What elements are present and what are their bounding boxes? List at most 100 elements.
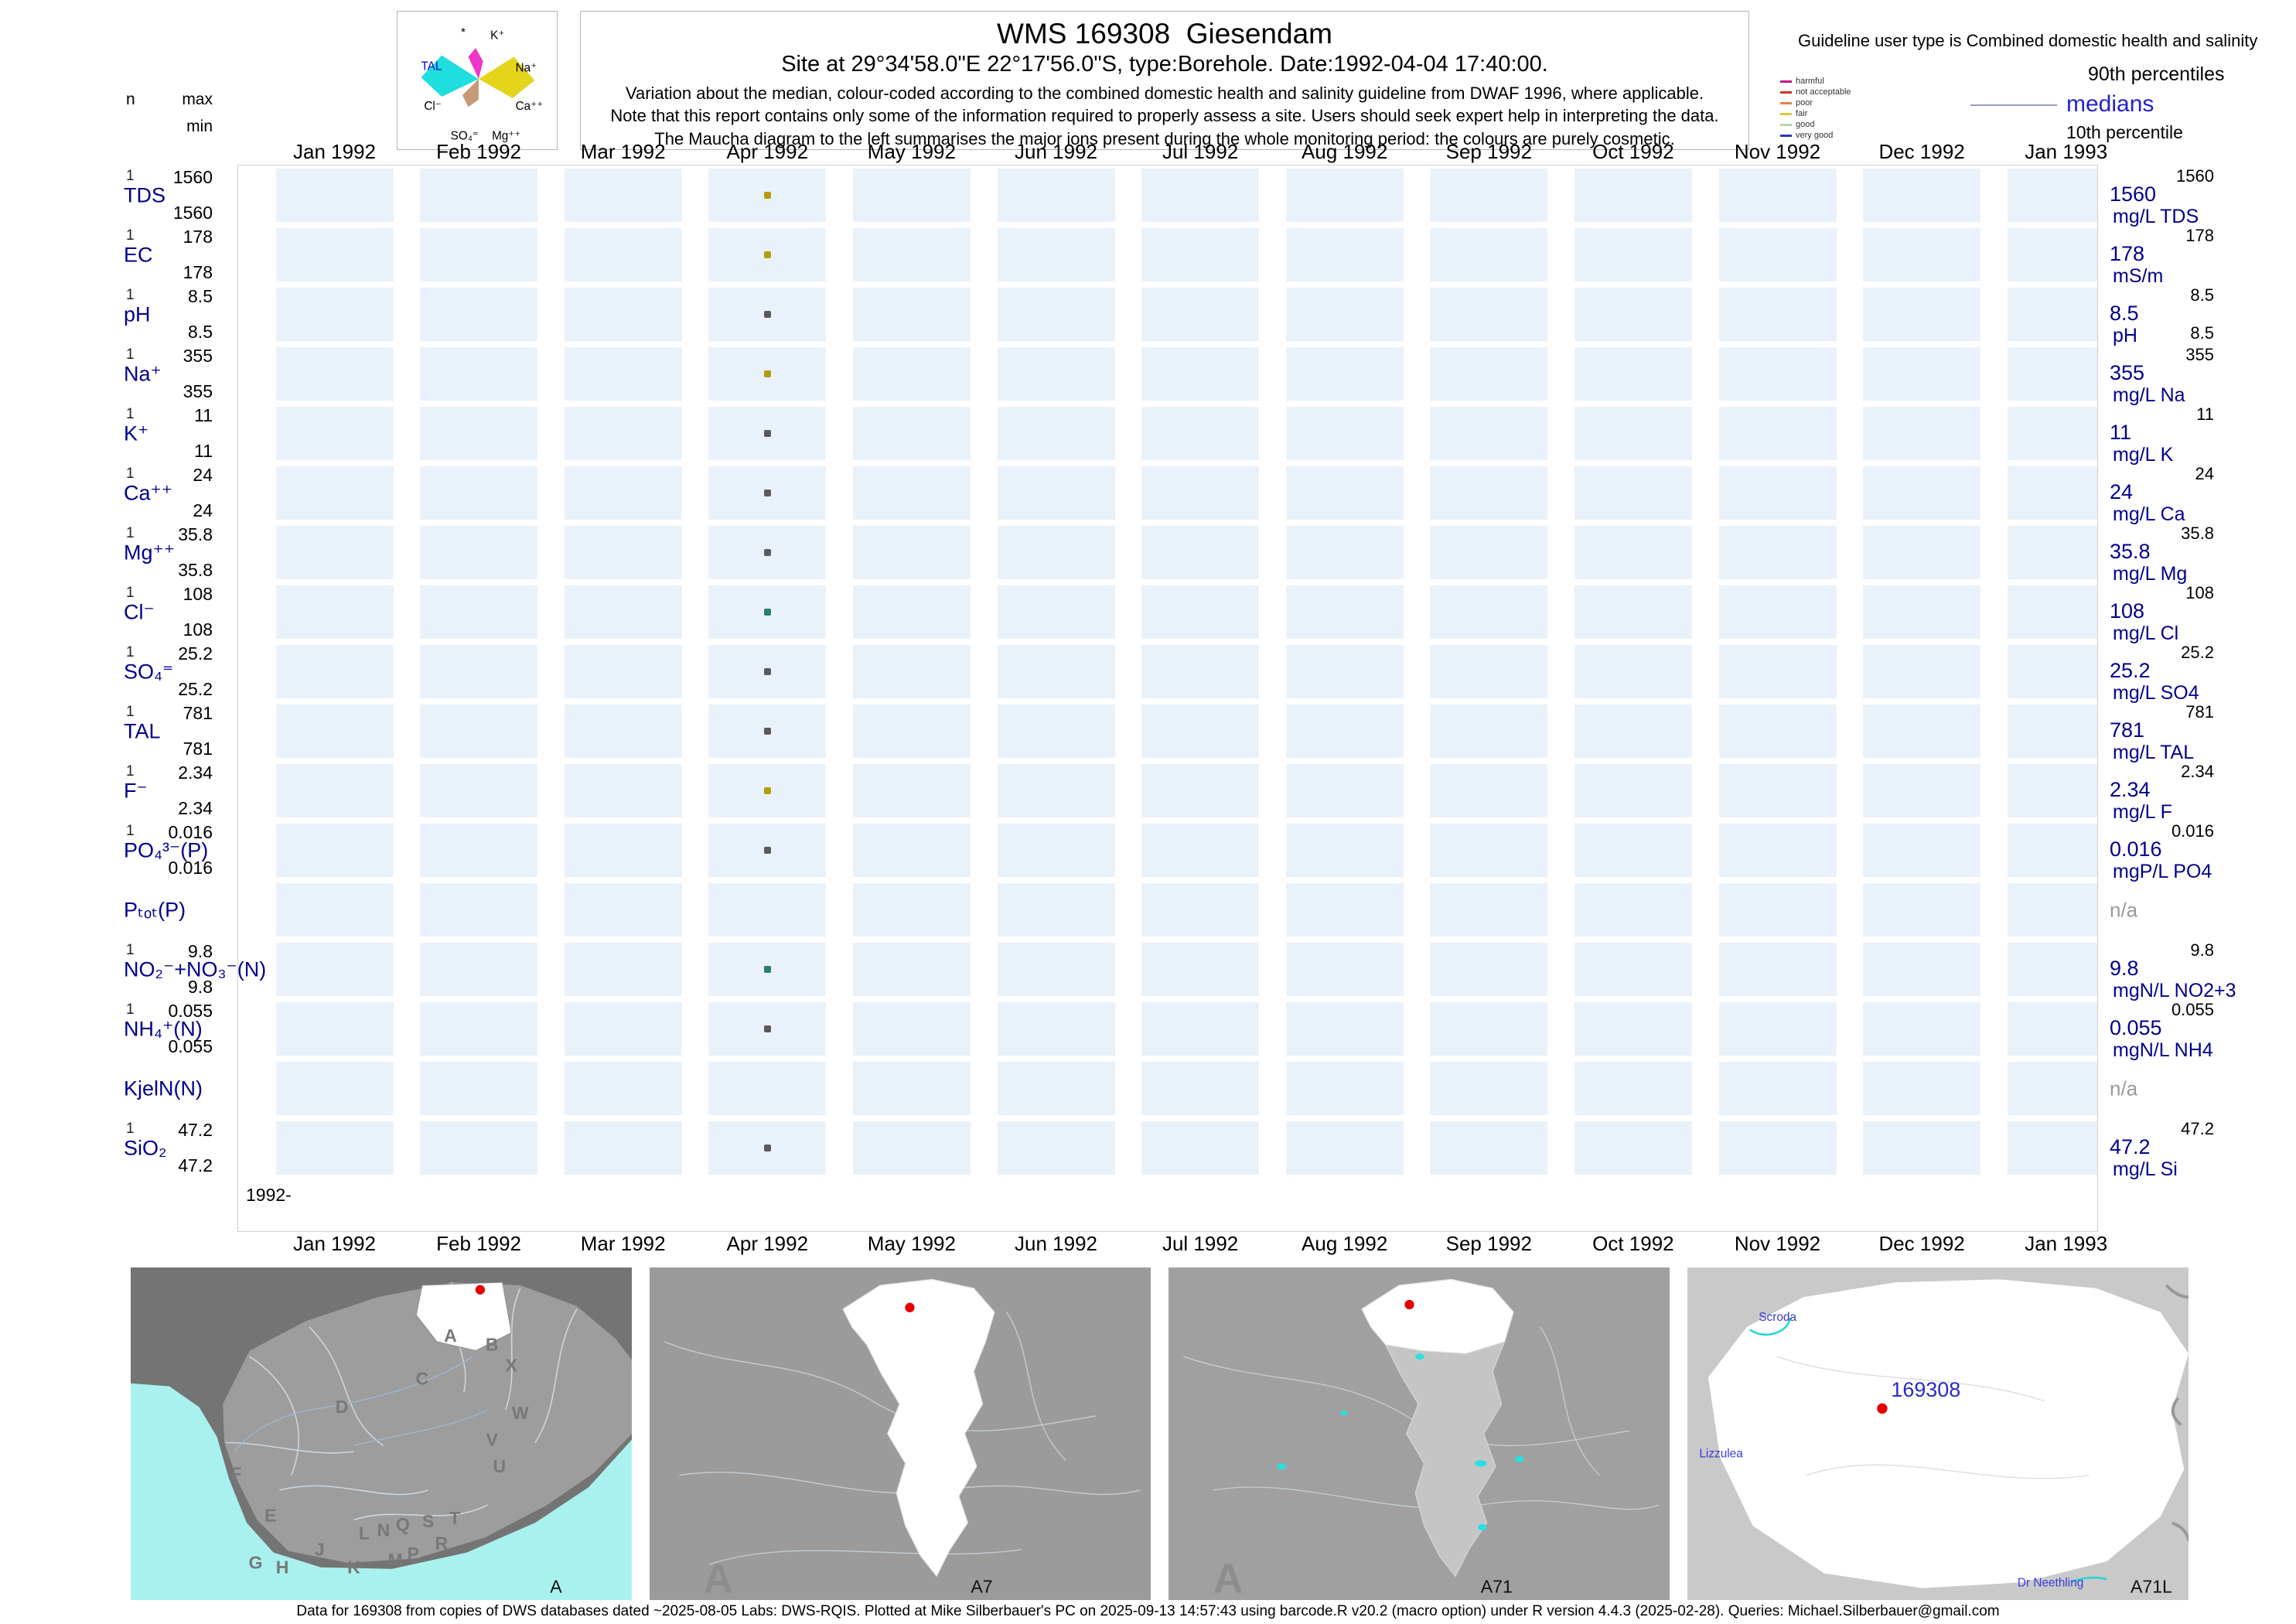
month-band — [1430, 645, 1548, 698]
maucha-wedge-cl — [421, 55, 479, 97]
drainage-region-letter: C — [416, 1369, 429, 1389]
month-band — [2007, 526, 2097, 579]
month-band — [420, 526, 538, 579]
parameter-name: TAL — [124, 719, 161, 742]
map1-code-label: A — [550, 1576, 562, 1596]
month-band — [1141, 169, 1260, 222]
legend-swatch — [1780, 123, 1792, 126]
month-band — [1141, 466, 1260, 520]
month-band — [997, 705, 1115, 758]
unit-label: mg/L Cl — [2113, 623, 2179, 644]
rivers — [234, 1356, 488, 1452]
median-value: 355 — [2110, 361, 2145, 384]
legend-swatch — [1780, 80, 1792, 83]
sample-count: 1 — [126, 227, 135, 244]
min-value: 35.8 — [178, 560, 213, 580]
cyan-rivers — [1749, 1318, 2107, 1584]
month-band — [1285, 288, 1404, 341]
p90-value: 1560 — [2176, 166, 2214, 186]
site-marker — [475, 1285, 486, 1295]
month-band — [1863, 288, 1981, 341]
month-band — [275, 526, 394, 579]
month-label: Aug 1992 — [1302, 140, 1388, 163]
parameter-row: 1 11 11 K⁺ 11 11 mg/L K — [0, 404, 2296, 466]
legend-entry: poor — [1780, 97, 1851, 108]
drainage-region-letter: F — [230, 1464, 241, 1484]
ocean — [131, 1383, 632, 1600]
max-value: 355 — [183, 346, 213, 366]
month-band — [1718, 705, 1837, 758]
month-band — [1141, 705, 1260, 758]
unit-label: mgN/L NH4 — [2113, 1039, 2213, 1061]
month-band — [1285, 943, 1404, 996]
median-value: 9.8 — [2110, 957, 2139, 980]
p90-value: 24 — [2195, 464, 2214, 483]
catchment-a71-highlight — [1361, 1278, 1514, 1354]
month-band — [275, 169, 394, 222]
month-band — [1141, 1002, 1260, 1056]
month-band — [564, 288, 682, 341]
month-band — [275, 1121, 394, 1175]
month-label: Sep 1992 — [1445, 1232, 1532, 1255]
month-band — [1574, 288, 1692, 341]
month-band — [1574, 228, 1692, 281]
legend-entry: very good — [1780, 130, 1851, 141]
sample-count: 1 — [126, 942, 135, 958]
month-band — [997, 347, 1115, 401]
parameter-name: SO₄⁼ — [124, 660, 174, 683]
p90-value: 108 — [2185, 583, 2214, 602]
maucha-k-label: K⁺ — [490, 29, 504, 43]
month-band — [1718, 466, 1837, 520]
month-band — [2007, 347, 2097, 401]
month-band — [275, 645, 394, 698]
month-band — [275, 347, 394, 401]
min-value: 108 — [183, 619, 213, 640]
month-band — [1430, 407, 1548, 460]
month-band — [1718, 645, 1837, 698]
month-band — [564, 585, 682, 639]
month-band — [1718, 943, 1837, 996]
parameter-name: SiO₂ — [124, 1136, 167, 1159]
parameter-name: EC — [124, 243, 153, 266]
month-band — [1285, 645, 1404, 698]
month-band — [420, 645, 538, 698]
month-label: Oct 1992 — [1592, 140, 1674, 163]
maucha-wedge-mg — [462, 79, 479, 107]
parameter-row: 1 8.5 8.5 pH 8.5 8.5 8.5 pH — [0, 285, 2296, 346]
region-a-highlight — [415, 1281, 512, 1352]
unit-label: pH — [2113, 325, 2137, 346]
month-band — [1141, 407, 1260, 460]
month-band — [2007, 585, 2097, 639]
month-band — [852, 585, 971, 639]
month-band — [1574, 347, 1692, 401]
median-value: 0.016 — [2110, 838, 2162, 861]
month-band — [420, 347, 538, 401]
month-label: Nov 1992 — [1734, 1232, 1821, 1255]
month-band — [1574, 526, 1692, 579]
parameter-name: Ca⁺⁺ — [124, 481, 173, 504]
drainage-region-letter: D — [336, 1397, 349, 1417]
month-bands — [238, 999, 2097, 1059]
month-band — [1718, 288, 1837, 341]
month-band — [1141, 645, 1260, 698]
min-value: 1560 — [172, 203, 213, 223]
unit-label: mg/L Si — [2113, 1158, 2178, 1180]
month-band — [1141, 883, 1260, 937]
month-bands — [238, 463, 2097, 523]
month-label: Dec 1992 — [1878, 1232, 1965, 1255]
month-band — [1285, 705, 1404, 758]
note-line-2: Note that this report contains only some… — [610, 106, 1719, 126]
maucha-ca-label: Ca⁺⁺ — [516, 100, 544, 113]
no-data-label: n/a — [2110, 1076, 2138, 1100]
month-band — [1863, 943, 1981, 996]
maucha-symbol: * K⁺ TAL Na⁺ Cl⁻ Ca⁺⁺ SO₄⁼ Mg⁺⁺ — [421, 26, 544, 142]
maucha-cl-label: Cl⁻ — [424, 100, 441, 113]
month-bands — [238, 225, 2097, 285]
min-value: 25.2 — [178, 679, 213, 699]
drainage-region-letter: E — [264, 1505, 276, 1525]
parameter-name: Pₜₒₜ(P) — [124, 898, 186, 921]
max-value: 0.055 — [168, 1001, 213, 1021]
month-label: Apr 1992 — [726, 140, 809, 163]
sample-count: 1 — [126, 525, 135, 541]
month-band — [564, 1121, 682, 1175]
